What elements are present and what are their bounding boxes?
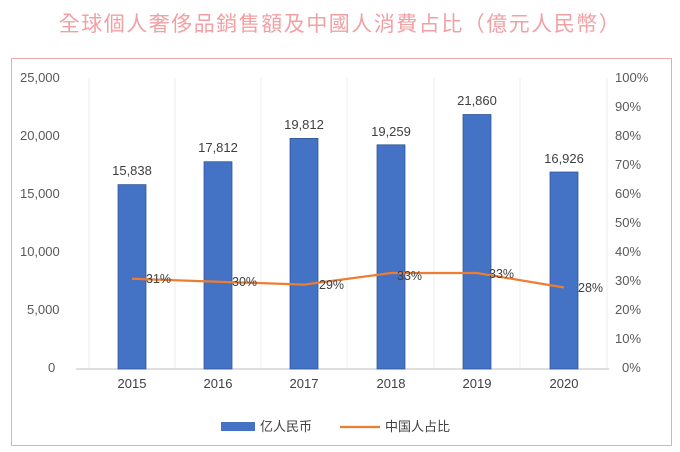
svg-text:70%: 70% (615, 157, 641, 172)
svg-text:25,000: 25,000 (20, 70, 60, 85)
svg-text:50%: 50% (615, 215, 641, 230)
svg-text:29%: 29% (319, 278, 344, 292)
svg-text:2017: 2017 (290, 376, 319, 391)
svg-text:15,000: 15,000 (20, 186, 60, 201)
svg-text:90%: 90% (615, 99, 641, 114)
svg-text:2016: 2016 (204, 376, 233, 391)
svg-text:0%: 0% (622, 360, 641, 375)
svg-text:15,838: 15,838 (112, 163, 152, 178)
svg-text:33%: 33% (489, 267, 514, 281)
svg-text:2019: 2019 (463, 376, 492, 391)
svg-text:30%: 30% (232, 275, 257, 289)
svg-text:10,000: 10,000 (20, 244, 60, 259)
svg-text:19,812: 19,812 (284, 117, 324, 132)
svg-text:31%: 31% (146, 272, 171, 286)
svg-text:30%: 30% (615, 273, 641, 288)
svg-text:19,259: 19,259 (371, 124, 411, 139)
svg-text:17,812: 17,812 (198, 140, 238, 155)
svg-text:16,926: 16,926 (544, 151, 584, 166)
svg-text:20,000: 20,000 (20, 128, 60, 143)
svg-text:33%: 33% (397, 269, 422, 283)
svg-text:0: 0 (48, 360, 55, 375)
svg-text:中国人占比: 中国人占比 (385, 419, 450, 434)
svg-text:2015: 2015 (118, 376, 147, 391)
svg-text:21,860: 21,860 (457, 93, 497, 108)
svg-text:100%: 100% (615, 70, 649, 85)
svg-text:60%: 60% (615, 186, 641, 201)
svg-text:40%: 40% (615, 244, 641, 259)
svg-text:20%: 20% (615, 302, 641, 317)
svg-text:80%: 80% (615, 128, 641, 143)
svg-text:28%: 28% (578, 281, 603, 295)
svg-text:2020: 2020 (550, 376, 579, 391)
svg-text:5,000: 5,000 (27, 302, 60, 317)
svg-text:2018: 2018 (377, 376, 406, 391)
svg-text:亿人民币: 亿人民币 (260, 419, 312, 434)
svg-text:10%: 10% (615, 331, 641, 346)
